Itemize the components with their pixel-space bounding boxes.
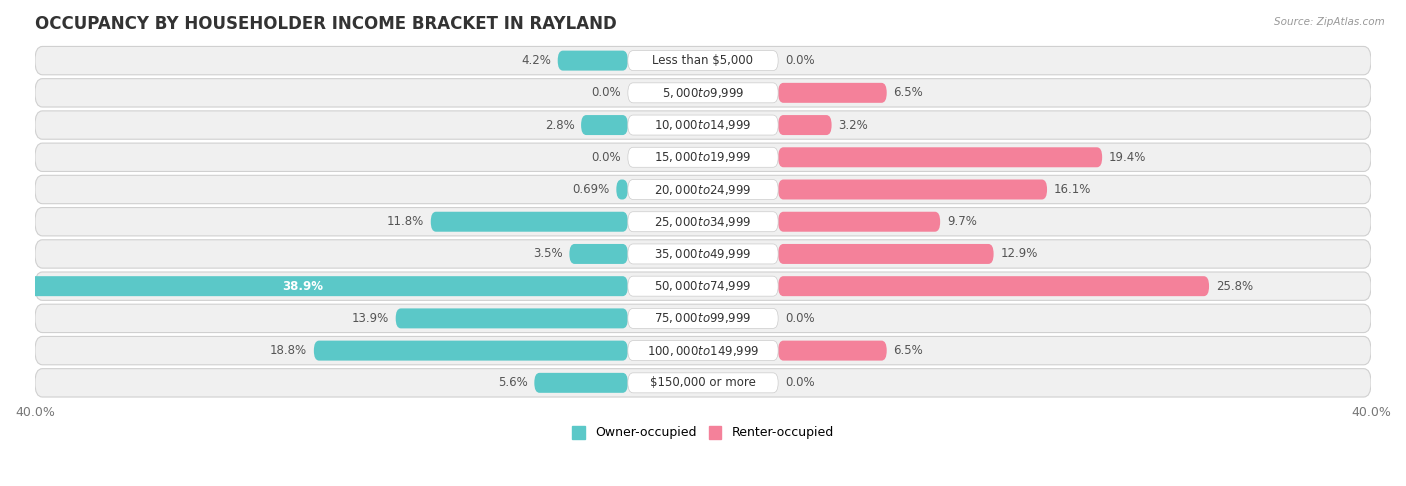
FancyBboxPatch shape (35, 336, 1371, 365)
FancyBboxPatch shape (628, 115, 778, 135)
FancyBboxPatch shape (35, 175, 1371, 204)
Text: 12.9%: 12.9% (1000, 247, 1038, 260)
Text: 3.2%: 3.2% (838, 119, 868, 132)
Text: $5,000 to $9,999: $5,000 to $9,999 (662, 86, 744, 100)
Text: 25.8%: 25.8% (1216, 279, 1253, 293)
Text: $50,000 to $74,999: $50,000 to $74,999 (654, 279, 752, 293)
FancyBboxPatch shape (628, 147, 778, 167)
Text: 6.5%: 6.5% (893, 344, 924, 357)
Text: OCCUPANCY BY HOUSEHOLDER INCOME BRACKET IN RAYLAND: OCCUPANCY BY HOUSEHOLDER INCOME BRACKET … (35, 15, 617, 33)
Text: $35,000 to $49,999: $35,000 to $49,999 (654, 247, 752, 261)
FancyBboxPatch shape (569, 244, 628, 264)
FancyBboxPatch shape (778, 115, 831, 135)
FancyBboxPatch shape (35, 272, 1371, 300)
FancyBboxPatch shape (314, 341, 628, 361)
Text: 38.9%: 38.9% (283, 279, 323, 293)
FancyBboxPatch shape (778, 212, 941, 232)
FancyBboxPatch shape (35, 111, 1371, 139)
FancyBboxPatch shape (430, 212, 628, 232)
Text: $10,000 to $14,999: $10,000 to $14,999 (654, 118, 752, 132)
FancyBboxPatch shape (628, 212, 778, 232)
Text: 11.8%: 11.8% (387, 215, 425, 228)
FancyBboxPatch shape (395, 309, 628, 329)
FancyBboxPatch shape (616, 179, 628, 199)
Text: 0.0%: 0.0% (592, 151, 621, 164)
FancyBboxPatch shape (534, 373, 628, 393)
Text: 18.8%: 18.8% (270, 344, 307, 357)
FancyBboxPatch shape (35, 47, 1371, 75)
Legend: Owner-occupied, Renter-occupied: Owner-occupied, Renter-occupied (568, 421, 838, 444)
Text: 13.9%: 13.9% (352, 312, 389, 325)
Text: Less than $5,000: Less than $5,000 (652, 54, 754, 67)
Text: 2.8%: 2.8% (544, 119, 575, 132)
Text: 6.5%: 6.5% (893, 87, 924, 99)
Text: 19.4%: 19.4% (1109, 151, 1146, 164)
Text: $20,000 to $24,999: $20,000 to $24,999 (654, 183, 752, 196)
Text: Source: ZipAtlas.com: Source: ZipAtlas.com (1274, 17, 1385, 27)
Text: 16.1%: 16.1% (1053, 183, 1091, 196)
FancyBboxPatch shape (628, 276, 778, 296)
FancyBboxPatch shape (778, 147, 1102, 167)
FancyBboxPatch shape (628, 244, 778, 264)
Text: $25,000 to $34,999: $25,000 to $34,999 (654, 215, 752, 229)
FancyBboxPatch shape (628, 341, 778, 361)
FancyBboxPatch shape (628, 179, 778, 199)
FancyBboxPatch shape (628, 309, 778, 329)
FancyBboxPatch shape (778, 83, 887, 103)
FancyBboxPatch shape (0, 276, 628, 296)
Text: 0.69%: 0.69% (572, 183, 610, 196)
FancyBboxPatch shape (778, 244, 994, 264)
Text: 3.5%: 3.5% (533, 247, 562, 260)
FancyBboxPatch shape (628, 51, 778, 70)
Text: 4.2%: 4.2% (522, 54, 551, 67)
FancyBboxPatch shape (558, 51, 628, 70)
FancyBboxPatch shape (778, 179, 1047, 199)
Text: $75,000 to $99,999: $75,000 to $99,999 (654, 312, 752, 326)
FancyBboxPatch shape (778, 341, 887, 361)
Text: 0.0%: 0.0% (785, 376, 814, 389)
Text: 0.0%: 0.0% (592, 87, 621, 99)
Text: $15,000 to $19,999: $15,000 to $19,999 (654, 150, 752, 164)
FancyBboxPatch shape (628, 83, 778, 103)
Text: 0.0%: 0.0% (785, 54, 814, 67)
FancyBboxPatch shape (581, 115, 628, 135)
FancyBboxPatch shape (35, 143, 1371, 172)
Text: $100,000 to $149,999: $100,000 to $149,999 (647, 344, 759, 358)
FancyBboxPatch shape (35, 240, 1371, 268)
Text: 0.0%: 0.0% (785, 312, 814, 325)
FancyBboxPatch shape (35, 369, 1371, 397)
Text: $150,000 or more: $150,000 or more (650, 376, 756, 389)
FancyBboxPatch shape (628, 373, 778, 393)
Text: 5.6%: 5.6% (498, 376, 527, 389)
Text: 9.7%: 9.7% (946, 215, 977, 228)
FancyBboxPatch shape (35, 79, 1371, 107)
FancyBboxPatch shape (35, 304, 1371, 332)
FancyBboxPatch shape (778, 276, 1209, 296)
FancyBboxPatch shape (35, 208, 1371, 236)
